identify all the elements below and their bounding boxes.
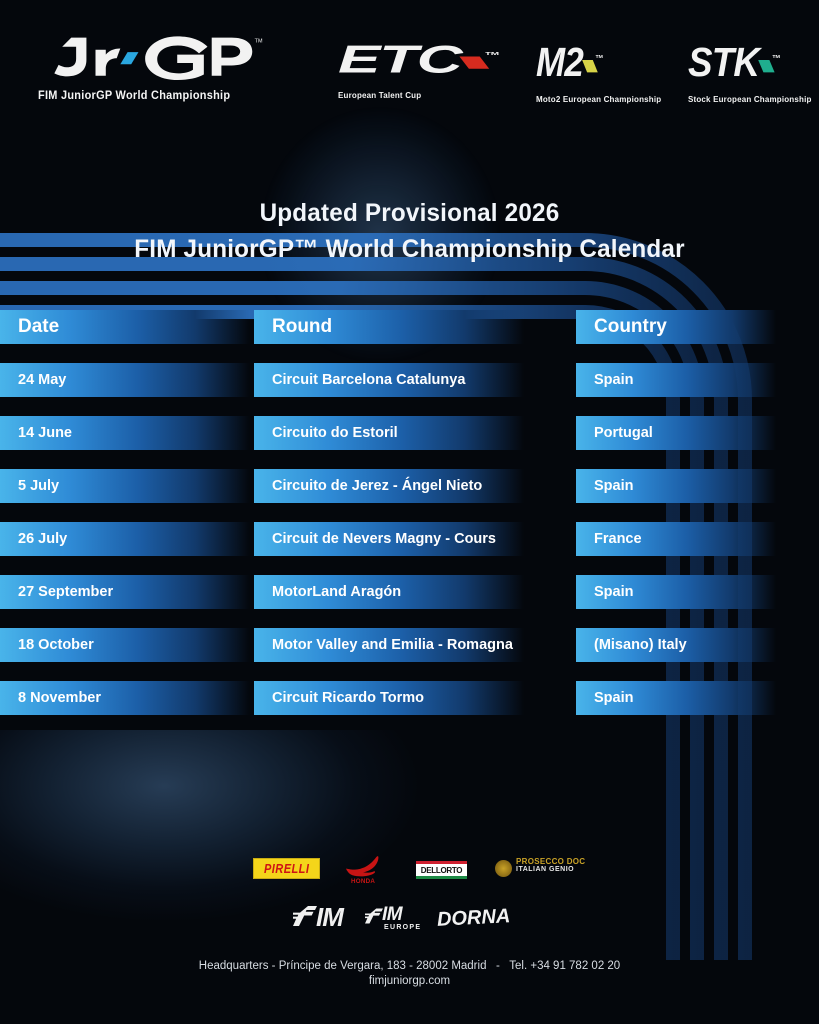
svg-text:HONDA: HONDA bbox=[351, 878, 375, 885]
svg-text:TM: TM bbox=[255, 38, 263, 44]
